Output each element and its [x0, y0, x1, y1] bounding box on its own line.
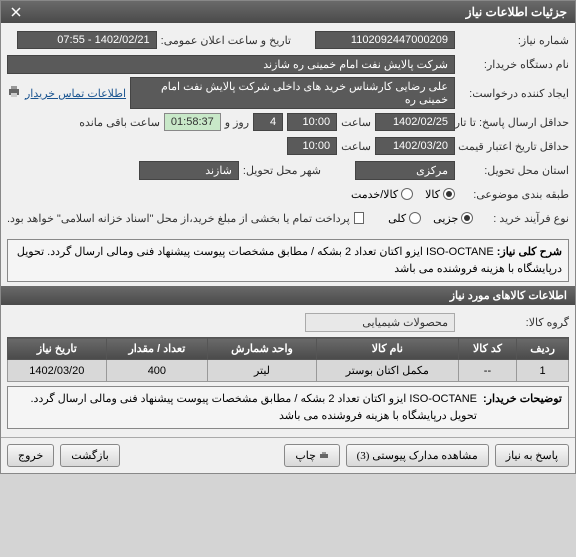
creator-value: علی رضایی کارشناس خرید های داخلی شرکت پا… [130, 77, 455, 109]
radio-dot-service [401, 188, 413, 200]
desc-text: ISO-OCTANE ایزو اکتان تعداد 2 بشکه / مطا… [17, 246, 562, 275]
print-btn-icon [316, 450, 329, 462]
print-button[interactable]: چاپ [284, 444, 339, 467]
remain-label: ساعت باقی مانده [79, 116, 160, 129]
details-window: جزئیات اطلاعات نیاز شماره نیاز: 11020924… [0, 0, 576, 474]
process-radio-group: جزیی کلی [388, 212, 473, 225]
desc-label: شرح کلی نیاز: [497, 246, 562, 258]
exit-button[interactable]: خروج [7, 444, 54, 467]
need-no-label: شماره نیاز: [459, 34, 569, 47]
need-no-value: 1102092447000209 [315, 31, 455, 49]
radio-service[interactable]: کالا/خدمت [351, 188, 413, 201]
respond-button[interactable]: پاسخ به نیاز [495, 444, 569, 467]
table-row[interactable]: 1 -- مکمل اکتان بوستر لیتر 400 1402/03/2… [8, 360, 569, 382]
buyer-notes-box: توضیحات خریدار: ISO-OCTANE ایزو اکتان تع… [7, 386, 569, 429]
td-code: -- [458, 360, 516, 382]
back-button[interactable]: بازگشت [60, 444, 120, 467]
group-label: گروه کالا: [459, 316, 569, 329]
th-row: ردیف [517, 338, 569, 360]
buyer-label: نام دستگاه خریدار: [459, 58, 569, 71]
group-value: محصولات شیمیایی [305, 313, 455, 332]
time-label-1: ساعت [341, 116, 371, 129]
validity-date: 1402/03/20 [375, 137, 455, 155]
radio-goods[interactable]: کالا [425, 188, 455, 201]
buyer-notes-text: ISO-OCTANE ایزو اکتان تعداد 2 بشکه / مطا… [14, 391, 477, 424]
creator-label: ایجاد کننده درخواست: [459, 87, 569, 100]
deadline-label: حداقل ارسال پاسخ: تا تاریخ: [459, 116, 569, 129]
attachments-button[interactable]: مشاهده مدارک پیوستی (3) [346, 444, 489, 467]
footer-buttons: پاسخ به نیاز مشاهده مدارک پیوستی (3) چاپ… [1, 437, 575, 473]
validity-label: حداقل تاریخ اعتبار قیمت تا تاریخ: [459, 140, 569, 153]
td-name: مکمل اکتان بوستر [316, 360, 458, 382]
th-code: کد کالا [458, 338, 516, 360]
radio-service-label: کالا/خدمت [351, 188, 398, 201]
days-value: 4 [253, 113, 283, 131]
td-date: 1402/03/20 [8, 360, 107, 382]
announce-value: 1402/02/21 - 07:55 [17, 31, 157, 49]
radio-partial-label: جزیی [433, 212, 458, 225]
th-unit: واحد شمارش [208, 338, 317, 360]
buyer-notes-label: توضیحات خریدار: [483, 391, 562, 424]
subject-radio-group: کالا کالا/خدمت [351, 188, 455, 201]
validity-time: 10:00 [287, 137, 337, 155]
print-btn-label: چاپ [295, 450, 316, 462]
radio-dot-partial [461, 212, 473, 224]
payment-note: پرداخت تمام یا بخشی از مبلغ خرید،از محل … [7, 212, 350, 225]
th-name: نام کالا [316, 338, 458, 360]
th-date: تاریخ نیاز [8, 338, 107, 360]
items-table: ردیف کد کالا نام کالا واحد شمارش تعداد /… [7, 337, 569, 382]
radio-partial[interactable]: جزیی [433, 212, 473, 225]
deadline-date: 1402/02/25 [375, 113, 455, 131]
subject-label: طبقه بندی موضوعی: [459, 188, 569, 201]
city-label: شهر محل تحویل: [243, 164, 321, 177]
countdown-value: 01:58:37 [164, 113, 221, 131]
announce-label: تاریخ و ساعت اعلان عمومی: [161, 34, 291, 47]
window-header: جزئیات اطلاعات نیاز [1, 1, 575, 23]
radio-full[interactable]: کلی [388, 212, 421, 225]
radio-dot-full [409, 212, 421, 224]
window-title: جزئیات اطلاعات نیاز [466, 5, 567, 19]
radio-goods-label: کالا [425, 188, 440, 201]
description-box: شرح کلی نیاز: ISO-OCTANE ایزو اکتان تعدا… [7, 239, 569, 282]
buyer-value: شرکت پالایش نفت امام خمینی ره شازند [7, 55, 455, 74]
radio-dot-goods [443, 188, 455, 200]
deadline-time: 10:00 [287, 113, 337, 131]
days-label: روز و [225, 116, 249, 129]
radio-full-label: کلی [388, 212, 406, 225]
main-section: شماره نیاز: 1102092447000209 تاریخ و ساع… [1, 23, 575, 235]
contact-link[interactable]: اطلاعات تماس خریدار [25, 87, 126, 100]
td-row: 1 [517, 360, 569, 382]
th-qty: تعداد / مقدار [106, 338, 207, 360]
td-qty: 400 [106, 360, 207, 382]
items-header: اطلاعات کالاهای مورد نیاز [1, 286, 575, 305]
location-value: مرکزی [355, 161, 455, 180]
td-unit: لیتر [208, 360, 317, 382]
close-icon[interactable] [9, 5, 23, 19]
process-label: نوع فرآیند خرید : [477, 212, 569, 225]
treasury-checkbox[interactable] [354, 212, 364, 224]
city-value: شازند [139, 161, 239, 180]
time-label-2: ساعت [341, 140, 371, 153]
table-header-row: ردیف کد کالا نام کالا واحد شمارش تعداد /… [8, 338, 569, 360]
location-label: استان محل تحویل: [459, 164, 569, 177]
print-icon[interactable] [7, 85, 21, 102]
